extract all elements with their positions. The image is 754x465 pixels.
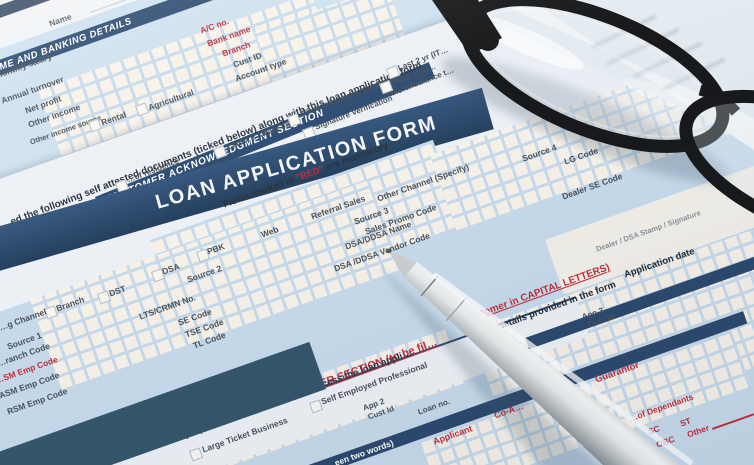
pen-seam bbox=[445, 296, 468, 322]
glasses-right-lens bbox=[679, 89, 754, 251]
pen-shadow bbox=[378, 266, 599, 465]
pen-highlight bbox=[433, 273, 693, 465]
lens-glare bbox=[622, 78, 698, 112]
lens-glare bbox=[470, 14, 584, 70]
pen-seam bbox=[420, 275, 439, 297]
pen-tip-cone bbox=[388, 250, 417, 277]
glasses-hinge bbox=[477, 29, 499, 51]
pen-tip bbox=[386, 248, 392, 254]
